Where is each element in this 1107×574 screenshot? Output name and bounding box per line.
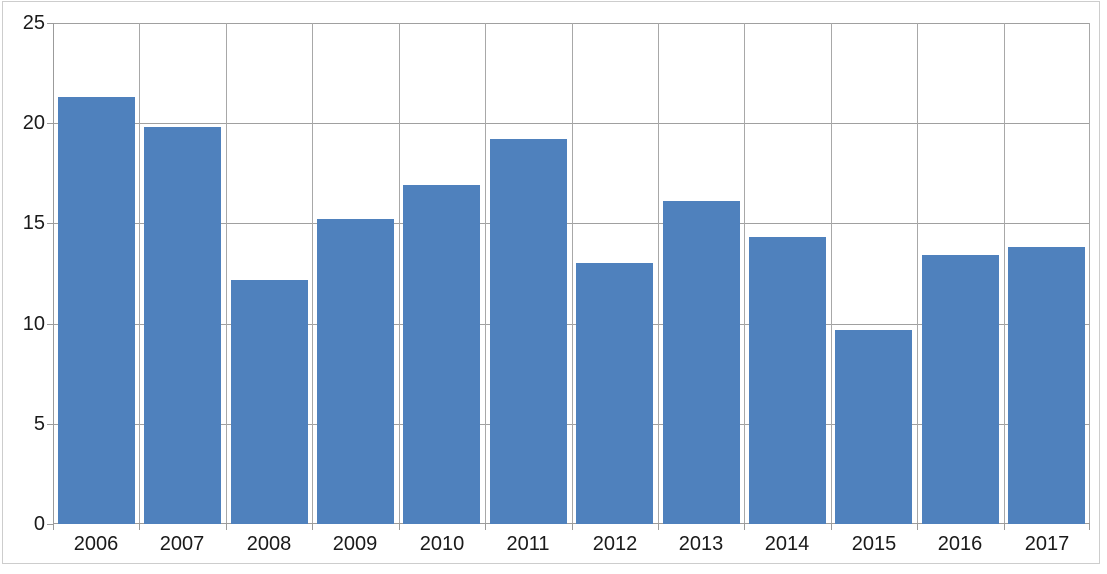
bar-2013 xyxy=(663,201,740,524)
v-gridline-6 xyxy=(572,23,573,524)
v-gridline-3 xyxy=(312,23,313,524)
y-axis-tick-15 xyxy=(47,223,53,224)
chart-frame: 0 5 10 15 20 25 2006 2007 2008 2009 2010 2011 2012 20… xyxy=(2,1,1100,564)
x-tick-label-2015: 2015 xyxy=(851,533,897,555)
x-axis-tick-10 xyxy=(917,524,918,530)
x-tick-label-2009: 2009 xyxy=(332,533,378,555)
x-tick-label-2010: 2010 xyxy=(419,533,465,555)
x-axis-tick-12 xyxy=(1089,524,1090,530)
x-tick-label-2006: 2006 xyxy=(73,533,119,555)
h-gridline-10 xyxy=(53,324,1090,325)
y-axis-tick-5 xyxy=(47,424,53,425)
x-tick-label-2016: 2016 xyxy=(937,533,983,555)
v-gridline-10 xyxy=(917,23,918,524)
v-gridline-2 xyxy=(226,23,227,524)
x-axis-tick-6 xyxy=(572,524,573,530)
x-axis-tick-11 xyxy=(1004,524,1005,530)
x-tick-label-2011: 2011 xyxy=(506,533,550,555)
bar-2009 xyxy=(317,219,394,524)
x-tick-label-2017: 2017 xyxy=(1024,533,1070,555)
x-tick-label-2012: 2012 xyxy=(592,533,638,555)
h-gridline-15 xyxy=(53,223,1090,224)
y-axis-tick-0 xyxy=(47,524,53,525)
y-axis-tick-25 xyxy=(47,23,53,24)
h-gridline-20 xyxy=(53,123,1090,124)
v-gridline-8 xyxy=(744,23,745,524)
bar-2017 xyxy=(1008,247,1085,524)
y-tick-label-10: 10 xyxy=(22,313,45,335)
y-axis-line xyxy=(53,23,54,524)
x-tick-label-2007: 2007 xyxy=(159,533,205,555)
x-axis-tick-1 xyxy=(139,524,140,530)
x-axis-tick-0 xyxy=(53,524,54,530)
v-gridline-11 xyxy=(1004,23,1005,524)
x-axis-line xyxy=(53,523,1090,524)
bar-2015 xyxy=(835,330,912,524)
x-axis-tick-7 xyxy=(658,524,659,530)
y-axis-tick-10 xyxy=(47,324,53,325)
x-axis-tick-8 xyxy=(744,524,745,530)
x-tick-label-2014: 2014 xyxy=(764,533,810,555)
h-gridline-25 xyxy=(53,23,1090,24)
bar-2016 xyxy=(922,255,999,524)
bar-2006 xyxy=(58,97,135,524)
bar-2014 xyxy=(749,237,826,524)
h-gridline-5 xyxy=(53,424,1090,425)
x-axis-tick-3 xyxy=(312,524,313,530)
bar-2012 xyxy=(576,263,653,524)
y-tick-label-20: 20 xyxy=(22,112,45,134)
x-axis-tick-5 xyxy=(485,524,486,530)
bar-2011 xyxy=(490,139,567,524)
x-axis-tick-4 xyxy=(399,524,400,530)
v-gridline-1 xyxy=(139,23,140,524)
v-gridline-5 xyxy=(485,23,486,524)
y-axis-tick-20 xyxy=(47,123,53,124)
y-tick-label-0: 0 xyxy=(33,513,45,535)
x-tick-label-2008: 2008 xyxy=(246,533,292,555)
plot-area xyxy=(53,23,1090,524)
v-gridline-9 xyxy=(831,23,832,524)
x-axis-tick-9 xyxy=(831,524,832,530)
y-tick-label-5: 5 xyxy=(33,413,45,435)
bar-2007 xyxy=(144,127,221,524)
v-gridline-12 xyxy=(1089,23,1090,524)
bar-2010 xyxy=(403,185,480,524)
x-axis-tick-2 xyxy=(226,524,227,530)
y-tick-label-15: 15 xyxy=(22,212,45,234)
y-tick-label-25: 25 xyxy=(22,12,45,34)
bar-2008 xyxy=(231,280,308,524)
x-tick-label-2013: 2013 xyxy=(678,533,724,555)
v-gridline-7 xyxy=(658,23,659,524)
v-gridline-4 xyxy=(399,23,400,524)
